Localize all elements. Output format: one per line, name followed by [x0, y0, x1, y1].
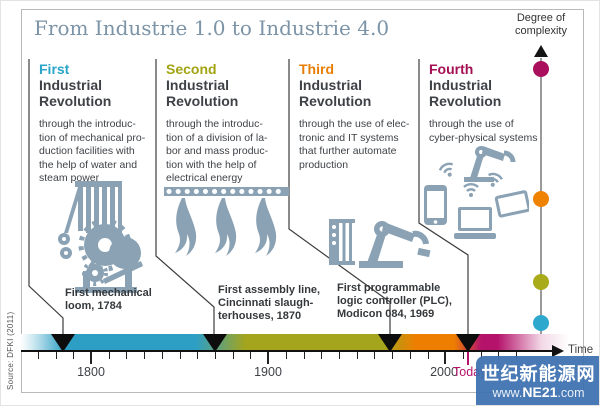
year-label-1900: 1900: [254, 365, 282, 379]
column-second-revolution: Second Industrial Revolution through the…: [156, 59, 280, 186]
watermark-url-prefix: www.: [492, 385, 523, 400]
diagram-frame: [21, 9, 584, 393]
assembly-line-icon: [164, 184, 289, 264]
time-axis-label: Time: [568, 344, 594, 356]
time-axis: [21, 350, 553, 352]
revolution-title: Industrial Revolution: [39, 77, 112, 109]
watermark-url: www.NE21.com: [476, 383, 599, 401]
revolution-description: through the introduc- tion of mechanical…: [39, 118, 146, 184]
column-third-revolution: Third Industrial Revolution through the …: [289, 59, 413, 172]
timeline-marker-today: [456, 334, 480, 352]
revolution-description: through the use of elec- tronic and IT s…: [299, 118, 410, 171]
complexity-dot-first: [533, 315, 549, 331]
milestone-label-assembly-line: First assembly line, Cincinnati slaugh- …: [218, 284, 321, 322]
milestone-label-plc: First programmable logic controller (PLC…: [337, 282, 452, 320]
timeline-tick: [356, 352, 358, 359]
revolution-title: Industrial Revolution: [166, 77, 239, 109]
timeline-tick: [303, 352, 305, 359]
timeline-tick: [427, 352, 429, 359]
cyber-physical-systems-icon: [424, 141, 529, 259]
timeline-tick: [516, 352, 518, 359]
timeline-tick: [37, 352, 39, 359]
revolution-ordinal: Fourth: [429, 61, 474, 77]
revolution-title: Industrial Revolution: [429, 77, 502, 109]
right-arrow-icon: [552, 345, 564, 357]
timeline-tick: [90, 352, 92, 364]
timeline-tick: [392, 352, 394, 359]
timeline-tick: [250, 352, 252, 359]
timeline-tick: [480, 352, 482, 359]
watermark-url-bold: NE21: [522, 383, 558, 400]
timeline-tick: [285, 352, 287, 359]
column-fourth-revolution: Fourth Industrial Revolution through the…: [419, 59, 543, 145]
timeline-tick: [321, 352, 323, 359]
year-label-2000: 2000: [430, 365, 458, 379]
complexity-dot-second: [533, 274, 549, 290]
revolution-title: Industrial Revolution: [299, 77, 372, 109]
timeline-bar: [21, 334, 569, 351]
plc-robot-icon: [329, 219, 431, 271]
revolution-description: through the use of cyber-physical system…: [429, 118, 538, 144]
timeline-marker-1870: [203, 334, 227, 352]
revolution-ordinal: Third: [299, 61, 334, 77]
timeline-tick: [215, 352, 216, 359]
revolution-description: through the introduc- tion of a division…: [166, 118, 269, 184]
watermark-url-suffix: .com: [557, 385, 585, 400]
milestone-label-loom: First mechanical loom, 1784: [65, 287, 152, 312]
year-label-1800: 1800: [77, 365, 105, 379]
timeline-tick: [126, 352, 128, 359]
timeline-marker-1784: [51, 334, 75, 352]
watermark: 世纪新能源网 www.NE21.com: [476, 356, 599, 405]
complexity-axis-label: Degree of complexity: [515, 12, 567, 37]
timeline-tick: [161, 352, 163, 359]
timeline-tick: [55, 352, 57, 359]
timeline-tick: [73, 352, 75, 359]
today-tick: [467, 352, 469, 365]
timeline-tick: [498, 352, 500, 359]
complexity-dot-fourth: [533, 61, 549, 77]
timeline-tick: [339, 352, 340, 359]
column-first-revolution: First Industrial Revolution through the …: [29, 59, 153, 186]
timeline-tick: [179, 352, 181, 359]
timeline-tick: [444, 352, 447, 364]
timeline-tick: [463, 352, 464, 359]
timeline-tick: [374, 352, 376, 359]
timeline-tick: [108, 352, 110, 359]
timeline-marker-1969: [378, 334, 402, 352]
mechanical-loom-icon: [45, 181, 145, 293]
source-credit: Source: DFKI (2011): [6, 311, 15, 390]
revolution-ordinal: First: [39, 61, 70, 77]
timeline-tick: [197, 352, 199, 359]
up-arrow-icon: [534, 45, 548, 57]
timeline-tick: [232, 352, 234, 359]
timeline-tick: [144, 352, 146, 359]
watermark-site-name: 世纪新能源网: [481, 363, 596, 384]
page-title: From Industrie 1.0 to Industrie 4.0: [34, 16, 390, 40]
timeline-tick: [409, 352, 411, 359]
complexity-dot-third: [533, 191, 549, 207]
revolution-ordinal: Second: [166, 61, 217, 77]
timeline-tick: [267, 352, 270, 364]
